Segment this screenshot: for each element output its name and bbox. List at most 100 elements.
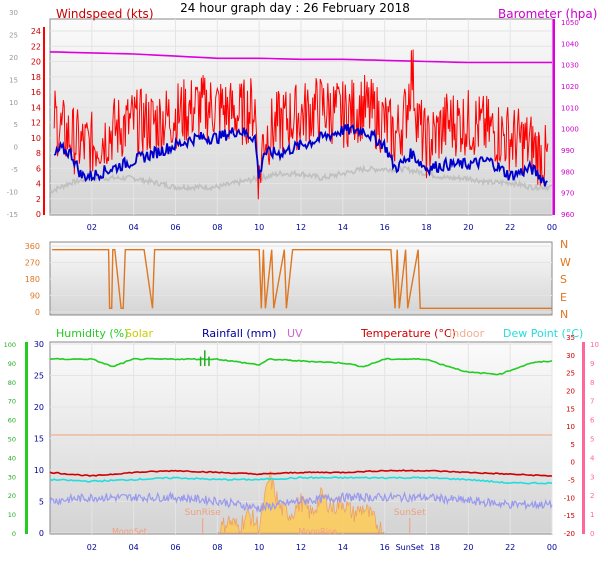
uv-tick-label: 0 <box>590 530 594 538</box>
baro-tick-label: 970 <box>561 190 574 198</box>
rain-tick-label: 30 <box>34 340 44 349</box>
legend-item: Dew Point (°C) <box>503 327 583 340</box>
x-tick-label: 04 <box>129 543 139 552</box>
y-tick-label: 16 <box>31 88 41 97</box>
legend-item: Humidity (%) <box>56 327 128 340</box>
humidity-tick-label: 100 <box>4 341 16 349</box>
rain-tick-label: 5 <box>39 498 44 507</box>
baro-tick-label: 960 <box>561 211 574 219</box>
y2-tick-label: 25 <box>9 31 18 39</box>
y-tick-label: 18 <box>31 73 41 82</box>
x-tick-label: 04 <box>129 223 139 232</box>
temp-tick-label: 25 <box>566 370 575 378</box>
y2-tick-label: 20 <box>9 54 18 62</box>
x-tick-label: 18 <box>421 223 431 232</box>
x-tick-label: 14 <box>338 223 348 232</box>
humidity-tick-label: 0 <box>12 530 16 538</box>
rain-tick-label: 0 <box>39 529 44 538</box>
humidity-tick-label: 20 <box>8 492 16 500</box>
x-tick-label: 16 <box>380 223 390 232</box>
x-tick-label: 20 <box>463 223 473 232</box>
baro-tick-label: 980 <box>561 168 574 176</box>
legend-item: Temperature (°C) <box>360 327 456 340</box>
y2-tick-label: 5 <box>14 121 18 129</box>
compass-label: N <box>560 238 568 251</box>
uv-tick-label: 5 <box>590 436 594 444</box>
x-tick-label: 18 <box>430 543 440 552</box>
x-tick-label: 22 <box>505 223 515 232</box>
baro-tick-label: 1010 <box>561 104 579 112</box>
uv-tick-label: 8 <box>590 379 594 387</box>
annotation-moonset: MoonSet <box>112 527 147 536</box>
x-tick-label: 02 <box>87 223 97 232</box>
temp-tick-label: -10 <box>564 494 575 502</box>
uv-tick-label: 9 <box>590 360 594 368</box>
series-apparent-line <box>49 490 553 513</box>
x-tick-label: 12 <box>296 223 306 232</box>
uv-tick-label: 3 <box>590 473 594 481</box>
uv-tick-label: 6 <box>590 417 595 425</box>
x-tick-label: 08 <box>212 543 222 552</box>
humidity-tick-label: 80 <box>8 379 16 387</box>
y-tick-label: 12 <box>31 119 41 128</box>
x-tick-label: 10 <box>254 543 264 552</box>
uv-tick-label: 4 <box>590 454 595 462</box>
x-tick-label: 06 <box>170 223 180 232</box>
x-tick-label: 12 <box>296 543 306 552</box>
legend-item: Indoor <box>449 327 485 340</box>
series-humidity-line <box>49 357 553 376</box>
x-tick-label: 14 <box>338 543 348 552</box>
baro-tick-label: 1050 <box>561 19 579 27</box>
y-tick-label: 14 <box>31 103 41 112</box>
annotation-sunrise: SunRise <box>185 508 222 518</box>
temp-tick-label: 20 <box>566 387 575 395</box>
humidity-tick-label: 30 <box>8 473 16 481</box>
y2-tick-label: -15 <box>7 211 18 219</box>
y-tick-label: 22 <box>31 42 41 51</box>
rain-tick-label: 10 <box>34 466 44 475</box>
series-wind-direction-line <box>52 249 552 309</box>
compass-label: E <box>560 291 567 304</box>
y2-tick-label: 30 <box>9 9 18 17</box>
series-dewpoint-line <box>49 476 553 485</box>
rain-tick-label: 15 <box>34 435 44 444</box>
windspeed-axis-label: Windspeed (kts) <box>56 7 154 21</box>
rain-tick-label: 20 <box>34 403 44 412</box>
humidity-tick-label: 60 <box>8 417 16 425</box>
legend-item: Rainfall (mm) <box>202 327 276 340</box>
baro-tick-label: 1040 <box>561 40 579 48</box>
x-tick-label: 08 <box>212 223 222 232</box>
x-tick-label: SunSet <box>396 543 424 552</box>
uv-tick-label: 2 <box>590 492 594 500</box>
y-tick-label: 24 <box>31 27 41 36</box>
dir-tick-label: 0 <box>35 308 40 317</box>
temp-tick-label: -20 <box>564 530 575 538</box>
dir-tick-label: 360 <box>25 242 40 251</box>
dir-tick-label: 90 <box>30 292 40 301</box>
legend-item: Solar <box>125 327 154 340</box>
x-tick-label: 20 <box>463 543 473 552</box>
wind-barometer-panel: Windspeed (kts) Barometer (hpa) 02468101… <box>7 7 598 232</box>
temp-tick-label: 0 <box>571 459 575 467</box>
x-tick-label: 02 <box>87 543 97 552</box>
chart-title: 24 hour graph day : 26 February 2018 <box>180 1 410 15</box>
baro-tick-label: 990 <box>561 147 574 155</box>
series-barometer-line <box>49 51 552 64</box>
compass-label: W <box>560 256 571 269</box>
series-temperature-line <box>49 469 553 477</box>
temp-tick-label: -15 <box>564 512 575 520</box>
y2-tick-label: 15 <box>9 76 18 84</box>
temp-tick-label: 5 <box>571 441 575 449</box>
temperature-humidity-panel: Humidity (%)Solar Rainfall (mm) UV Temperat… <box>4 327 599 552</box>
dir-tick-label: 270 <box>25 259 40 268</box>
y-tick-label: 20 <box>31 58 41 67</box>
annotation-moonrise: MoonRise <box>298 527 337 536</box>
compass-label: N <box>560 308 568 321</box>
y2-tick-label: 10 <box>9 99 18 107</box>
x-tick-label: 06 <box>170 543 180 552</box>
y-tick-label: 6 <box>36 164 41 173</box>
y2-tick-label: 0 <box>14 144 18 152</box>
compass-label: S <box>560 273 567 286</box>
